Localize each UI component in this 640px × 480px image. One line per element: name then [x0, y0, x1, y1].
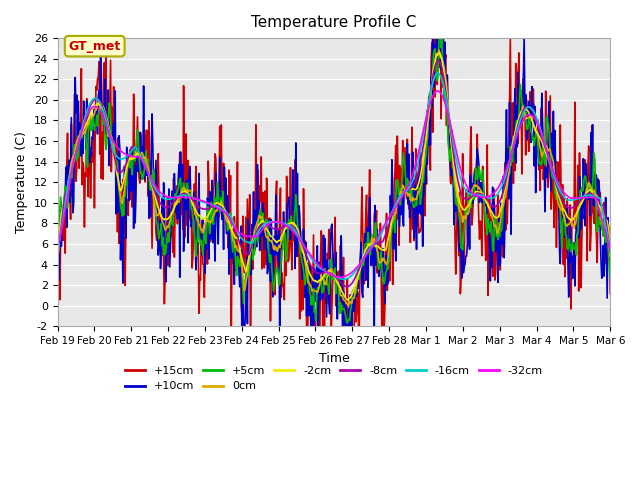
- -32cm: [177, 194, 184, 200]
- 0cm: [435, 47, 443, 53]
- +5cm: [64, 205, 72, 211]
- +15cm: [206, 227, 214, 232]
- -16cm: [434, 70, 442, 76]
- Line: -16cm: -16cm: [58, 73, 611, 279]
- Line: +15cm: +15cm: [58, 0, 611, 387]
- +5cm: [607, 276, 614, 281]
- -2cm: [120, 175, 128, 180]
- +15cm: [418, 177, 426, 182]
- -8cm: [434, 58, 442, 63]
- +15cm: [402, 171, 410, 177]
- -16cm: [607, 247, 614, 253]
- -32cm: [64, 194, 72, 200]
- +15cm: [120, 208, 128, 214]
- +15cm: [54, 173, 61, 179]
- -32cm: [120, 151, 128, 156]
- -2cm: [206, 209, 214, 215]
- -8cm: [343, 284, 351, 289]
- -8cm: [54, 252, 61, 258]
- -8cm: [120, 165, 128, 170]
- 0cm: [64, 185, 72, 191]
- -16cm: [206, 201, 214, 206]
- +15cm: [607, 291, 614, 297]
- -8cm: [64, 184, 72, 190]
- X-axis label: Time: Time: [319, 352, 349, 365]
- Line: +10cm: +10cm: [58, 12, 611, 377]
- +5cm: [402, 177, 410, 183]
- +15cm: [64, 131, 72, 136]
- -16cm: [340, 276, 348, 282]
- +15cm: [177, 212, 184, 218]
- -32cm: [206, 201, 214, 207]
- -16cm: [177, 193, 184, 199]
- +10cm: [177, 149, 184, 155]
- -16cm: [64, 184, 72, 190]
- +10cm: [206, 189, 214, 194]
- -16cm: [402, 189, 410, 194]
- -16cm: [54, 250, 61, 255]
- -8cm: [402, 188, 410, 194]
- -8cm: [177, 192, 184, 198]
- -2cm: [402, 189, 410, 194]
- -32cm: [336, 274, 344, 280]
- +10cm: [54, 197, 61, 203]
- Y-axis label: Temperature (C): Temperature (C): [15, 132, 28, 233]
- -32cm: [402, 187, 410, 192]
- +5cm: [206, 231, 214, 237]
- -16cm: [418, 140, 426, 146]
- -32cm: [418, 134, 426, 140]
- -2cm: [436, 50, 444, 56]
- 0cm: [54, 262, 61, 267]
- -8cm: [607, 250, 614, 255]
- Line: -32cm: -32cm: [58, 91, 611, 277]
- 0cm: [177, 193, 184, 199]
- Line: -8cm: -8cm: [58, 60, 611, 287]
- -16cm: [120, 155, 128, 161]
- -2cm: [177, 192, 184, 198]
- -2cm: [607, 253, 614, 259]
- -32cm: [54, 246, 61, 252]
- -2cm: [64, 190, 72, 196]
- +5cm: [120, 188, 128, 194]
- Legend: +15cm, +10cm, +5cm, 0cm, -2cm, -8cm, -16cm, -32cm: +15cm, +10cm, +5cm, 0cm, -2cm, -8cm, -16…: [120, 361, 547, 396]
- 0cm: [402, 189, 410, 194]
- -2cm: [344, 297, 352, 303]
- Line: -2cm: -2cm: [58, 53, 611, 300]
- Line: 0cm: 0cm: [58, 50, 611, 306]
- Text: GT_met: GT_met: [68, 40, 121, 53]
- +10cm: [438, 9, 445, 14]
- -2cm: [418, 165, 426, 170]
- Line: +5cm: +5cm: [58, 34, 611, 323]
- +10cm: [607, 244, 614, 250]
- 0cm: [120, 188, 128, 193]
- -8cm: [206, 205, 214, 211]
- 0cm: [607, 248, 614, 253]
- -32cm: [607, 247, 614, 252]
- +5cm: [54, 267, 61, 273]
- 0cm: [344, 303, 352, 309]
- +10cm: [418, 161, 426, 167]
- -8cm: [418, 151, 426, 157]
- +15cm: [348, 384, 355, 390]
- +10cm: [120, 164, 128, 169]
- -32cm: [433, 88, 441, 94]
- +10cm: [340, 374, 348, 380]
- +10cm: [402, 166, 410, 171]
- +5cm: [177, 175, 184, 181]
- +5cm: [344, 320, 351, 326]
- +5cm: [418, 186, 426, 192]
- 0cm: [418, 177, 426, 183]
- +10cm: [64, 163, 72, 168]
- -2cm: [54, 259, 61, 264]
- Title: Temperature Profile C: Temperature Profile C: [252, 15, 417, 30]
- 0cm: [206, 219, 214, 225]
- +5cm: [436, 31, 444, 37]
